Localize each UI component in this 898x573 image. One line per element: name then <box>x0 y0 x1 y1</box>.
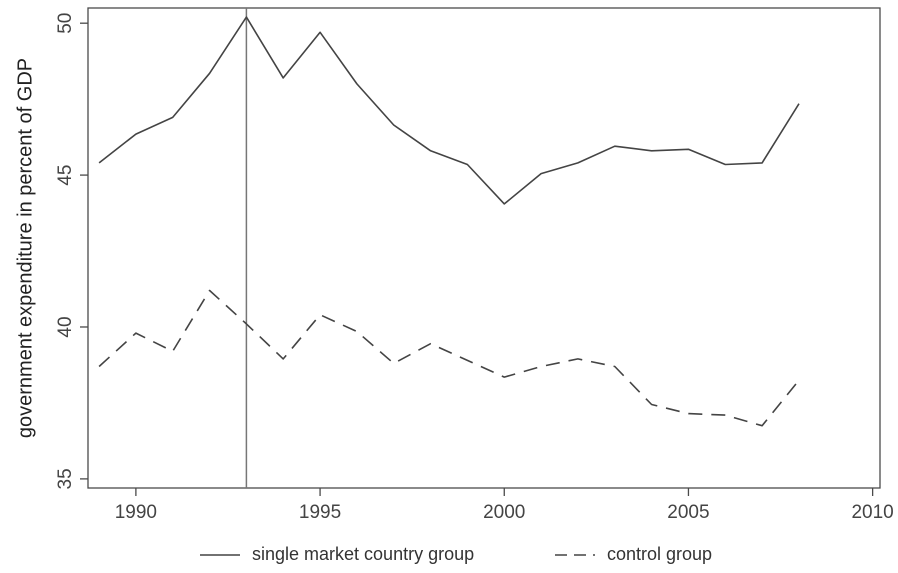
series-line-0 <box>98 16 800 205</box>
y-axis-title: government expenditure in percent of GDP <box>14 58 36 438</box>
legend-label-1: control group <box>607 544 712 564</box>
x-tick-label: 1995 <box>299 502 341 523</box>
series-line-1 <box>98 289 800 427</box>
x-tick-label: 2000 <box>483 502 525 523</box>
y-axis-ticks: 35 40 45 50 <box>55 13 88 489</box>
y-tick-label: 45 <box>55 165 76 186</box>
x-tick-label: 2010 <box>851 502 893 523</box>
plot-frame <box>87 7 881 489</box>
series-layer <box>98 16 800 427</box>
legend-label-0: single market country group <box>252 544 474 564</box>
x-axis-ticks: 1990 1995 2000 2005 2010 <box>115 488 894 523</box>
x-tick-label: 1990 <box>115 502 157 523</box>
legend: single market country group control group <box>200 544 712 564</box>
y-tick-label: 35 <box>55 468 76 489</box>
y-tick-label: 40 <box>55 316 76 337</box>
x-tick-label: 2005 <box>667 502 709 523</box>
y-tick-label: 50 <box>55 13 76 34</box>
